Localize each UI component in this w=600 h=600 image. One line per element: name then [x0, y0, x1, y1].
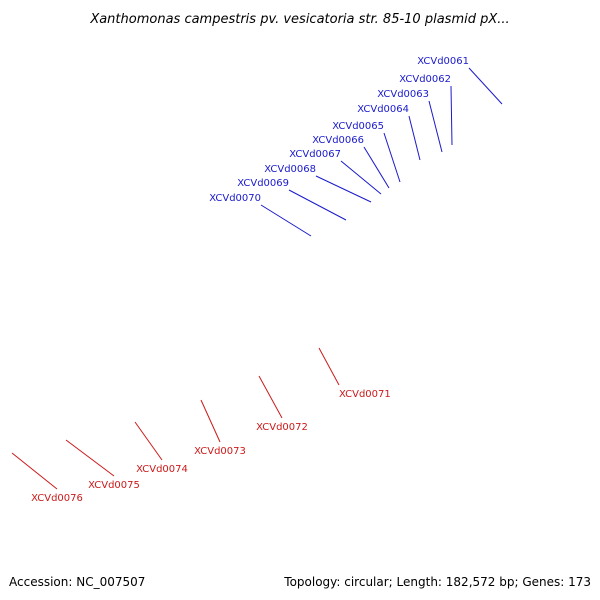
forward-gene-label: XCVd0066: [312, 135, 364, 146]
reverse-gene-label: XCVd0074: [136, 464, 188, 475]
forward-gene-label: XCVd0063: [377, 89, 429, 100]
forward-gene-leader: [468, 67, 503, 105]
forward-gene-leader: [315, 175, 372, 203]
forward-gene-label: XCVd0064: [357, 104, 409, 115]
forward-gene-label: XCVd0062: [399, 74, 451, 85]
forward-gene-label: XCVd0067: [289, 149, 341, 160]
reverse-gene-leader: [11, 452, 58, 490]
map-title: Xanthomonas campestris pv. vesicatoria s…: [89, 12, 509, 27]
reverse-gene-leader: [318, 347, 340, 386]
forward-gene-leader: [408, 115, 421, 161]
forward-gene-leader: [450, 85, 453, 146]
reverse-gene-leader: [65, 439, 115, 477]
forward-gene-label: XCVd0070: [209, 193, 261, 204]
forward-gene-label: XCVd0069: [237, 178, 289, 189]
reverse-gene-label: XCVd0072: [256, 422, 308, 433]
reverse-gene-label: XCVd0075: [88, 480, 140, 491]
forward-gene-leader: [340, 160, 382, 195]
reverse-gene-leader: [258, 375, 283, 419]
forward-gene-leader: [383, 132, 401, 183]
reverse-gene-label: XCVd0073: [194, 446, 246, 457]
genome-summary: Topology: circular; Length: 182,572 bp; …: [283, 575, 591, 589]
gene-labels-group: XCVd0061 XCVd0062 XCVd0063 XCVd0064 XCVd0065…: [11, 56, 503, 504]
forward-gene-leader: [260, 204, 312, 237]
forward-gene-leader: [288, 189, 347, 221]
reverse-gene-leader: [200, 399, 221, 443]
forward-gene-leader: [428, 100, 443, 153]
forward-gene-label: XCVd0068: [264, 164, 316, 175]
forward-gene-label: XCVd0065: [332, 121, 384, 132]
forward-gene-label: XCVd0061: [417, 56, 469, 67]
reverse-gene-label: XCVd0071: [339, 389, 391, 400]
reverse-gene-leader: [134, 421, 163, 461]
forward-gene-leader: [363, 146, 390, 189]
accession-label: Accession: NC_007507: [9, 575, 145, 589]
reverse-gene-label: XCVd0076: [31, 493, 83, 504]
